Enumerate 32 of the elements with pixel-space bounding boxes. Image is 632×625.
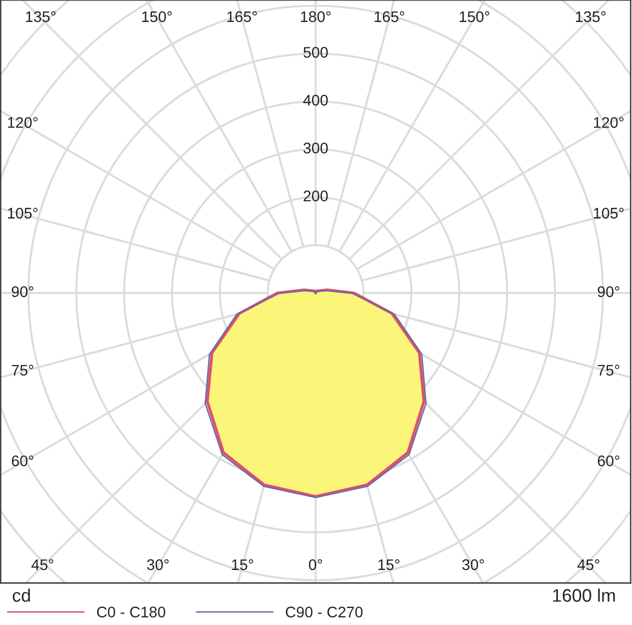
spoke-label: 150° [460, 11, 490, 22]
legend-label: C90 - C270 [286, 606, 363, 618]
spoke-label: 90° [12, 286, 34, 298]
spoke-label: 60° [598, 455, 620, 466]
spoke-label: 120° [8, 117, 38, 128]
spoke-label: 30° [147, 559, 169, 570]
spoke-label: 180° [301, 11, 331, 22]
spoke-label: 135° [26, 11, 56, 22]
spoke-label: 150° [142, 11, 172, 22]
y-tick-label: 500 [304, 46, 328, 58]
text: cd [12, 588, 30, 602]
spoke-label: 90° [598, 286, 620, 298]
spoke-label: 105° [594, 208, 624, 219]
spoke-label: 60° [12, 455, 34, 466]
y-tick-label: 400 [303, 94, 328, 106]
spoke-label: 165° [227, 11, 257, 22]
spoke-label: 105° [8, 208, 38, 219]
spoke-label: 30° [462, 559, 484, 570]
y-tick-label: 200 [304, 190, 328, 202]
spoke-label: 165° [374, 11, 404, 22]
spoke-label: 0° [308, 559, 322, 570]
spoke-label: 15° [378, 559, 400, 570]
spoke-label: 120° [594, 117, 624, 128]
spoke-label: 75° [12, 364, 34, 376]
y-tick-label: 300 [303, 142, 328, 154]
text: 1600 lm [553, 588, 615, 602]
legend-label: C0 - C180 [97, 606, 166, 618]
spoke-label: 45° [577, 559, 600, 570]
spoke-label: 45° [31, 559, 54, 570]
spoke-label: 75° [598, 364, 620, 376]
spoke-label: 135° [576, 11, 606, 22]
spoke-label: 15° [232, 559, 254, 570]
